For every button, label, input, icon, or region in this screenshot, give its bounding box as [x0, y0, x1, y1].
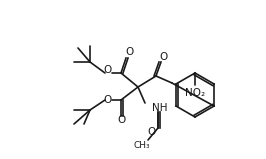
Text: CH₃: CH₃ [134, 141, 150, 149]
Text: O: O [147, 127, 155, 137]
Text: O: O [117, 115, 125, 125]
Text: NH: NH [152, 103, 168, 113]
Text: O: O [159, 52, 167, 62]
Text: O: O [104, 65, 112, 75]
Text: NO₂: NO₂ [185, 88, 205, 98]
Text: O: O [104, 95, 112, 105]
Text: O: O [125, 47, 133, 57]
